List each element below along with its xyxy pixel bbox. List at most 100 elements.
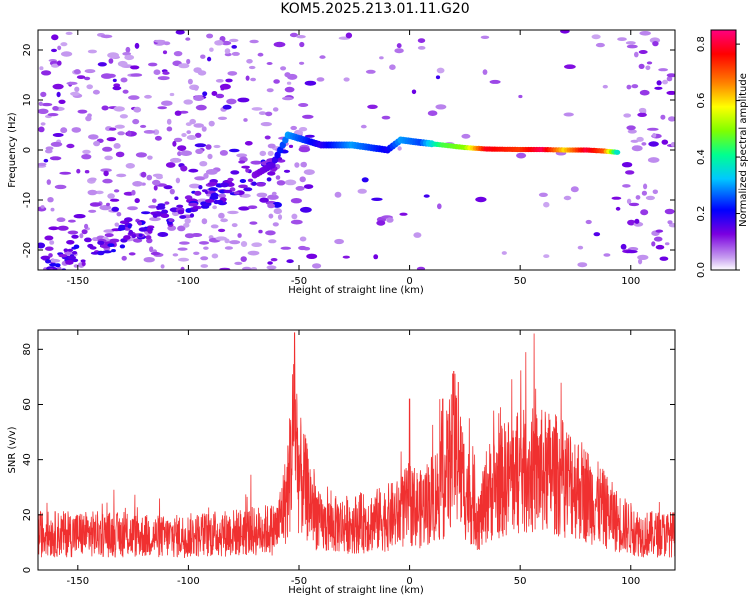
spectrogram-cell	[591, 34, 601, 40]
spectrogram-cell	[215, 236, 227, 241]
spectrogram-cell	[120, 77, 128, 83]
spectrogram-cell	[112, 78, 117, 83]
spectrogram-cell	[52, 133, 64, 137]
spectrogram-cell	[634, 51, 639, 58]
spectrogram-cell	[563, 112, 574, 117]
spectrogram-cell	[267, 171, 276, 176]
spectrogram-cell	[185, 208, 191, 213]
spectrogram-cell	[289, 32, 299, 38]
spectrogram-cell	[185, 37, 191, 41]
spectrogram-cell	[647, 157, 660, 163]
spectrogram-cell	[52, 106, 59, 111]
spectrogram-ridge	[251, 131, 621, 179]
spectrogram-cell	[160, 213, 170, 218]
spectrogram-cell	[88, 134, 99, 140]
spectrogram-cell	[179, 241, 190, 245]
spectrogram-cell	[50, 207, 55, 212]
spectrogram-cell	[67, 248, 74, 252]
spectrogram-cell	[131, 234, 137, 239]
spectrogram-cell	[258, 111, 267, 115]
spectrogram-cell	[345, 32, 353, 39]
spectrogram-cell	[134, 198, 140, 204]
spectrogram-cell	[97, 250, 105, 256]
spectrogram-cell	[229, 148, 240, 153]
spectrogram-cell	[652, 41, 659, 47]
spectrogram-cell	[304, 80, 317, 86]
spectrogram-cell	[284, 86, 295, 93]
spectrogram-cell	[203, 172, 209, 179]
spectrogram-cell	[501, 251, 507, 255]
spectrogram-cell	[179, 215, 187, 219]
spectrogram-cell	[156, 205, 166, 210]
spectrogram-cell	[256, 192, 268, 198]
spectrogram-cell	[626, 44, 638, 49]
spectrogram-cell	[248, 65, 256, 70]
spectrogram-cell	[38, 101, 43, 107]
spectrogram-cell	[152, 213, 158, 219]
spectrogram-cell	[73, 214, 86, 219]
spectrogram-cell	[109, 238, 120, 243]
spectrogram-cell	[627, 129, 637, 134]
spectrogram-cell	[49, 240, 55, 245]
spectrogram-cell	[240, 256, 247, 262]
spectrogram-cell	[102, 250, 112, 254]
spectrogram-cell	[87, 189, 98, 196]
spectrogram-cell	[230, 170, 240, 175]
spectrogram-cell	[130, 65, 140, 70]
spectrogram-cell	[128, 252, 136, 256]
colorbar-tick-label: 0.8	[696, 36, 707, 52]
spectrogram-cell	[570, 186, 579, 193]
spectrogram-cell	[68, 219, 76, 223]
spectrogram-cell	[103, 229, 115, 233]
spectrogram-cell	[49, 156, 62, 161]
spectrogram-cell	[132, 118, 140, 125]
spectrogram-cell	[114, 222, 120, 227]
spectrogram-cell	[623, 113, 632, 118]
snr-y-axis-label: SNR (v/v)	[7, 426, 18, 473]
spectrogram-cell	[666, 90, 675, 95]
spectrogram-y-ticks: -20 -10 0 10 20	[22, 44, 675, 258]
spectrogram-cell	[198, 185, 203, 190]
spectrogram-cell	[209, 47, 214, 52]
y-tick-label: 40	[22, 453, 33, 466]
spectrogram-cell	[411, 89, 417, 95]
spectrogram-cell	[208, 187, 218, 192]
spectrogram-cell	[436, 67, 445, 74]
spectrogram-cell	[244, 141, 253, 146]
spectrogram-cell	[95, 190, 104, 195]
spectrogram-cell	[166, 118, 172, 125]
spectrogram-cell	[290, 219, 303, 225]
spectrogram-cell	[631, 145, 643, 152]
spectrogram-cell	[74, 86, 80, 93]
spectrogram-cell	[40, 91, 47, 98]
spectrogram-cell	[223, 189, 233, 194]
spectrogram-cell	[123, 235, 131, 240]
spectrogram-cell	[250, 160, 262, 165]
spectrogram-cell	[291, 213, 298, 220]
spectrogram-cell	[518, 94, 523, 99]
spectrogram-cell	[625, 250, 638, 254]
x-tick-label: 100	[621, 276, 640, 287]
spectrogram-cell	[226, 98, 237, 105]
spectrogram-cell	[154, 39, 166, 43]
spectrogram-cell	[258, 229, 263, 234]
spectrogram-cell	[666, 76, 673, 82]
spectrogram-cell	[100, 168, 112, 172]
spectrogram-cell	[175, 177, 181, 184]
spectrogram-cell	[652, 189, 658, 195]
spectrogram-cell	[146, 174, 153, 181]
spectrogram-cell	[161, 100, 173, 106]
spectrogram-cell	[299, 61, 305, 65]
spectrogram-cell	[626, 125, 636, 131]
spectrogram-cell	[152, 198, 157, 203]
spectrogram-cell	[163, 41, 171, 46]
spectrogram-cell	[227, 71, 238, 76]
spectrogram-cell	[625, 170, 635, 175]
spectrogram-cell	[250, 267, 257, 270]
spectrogram-cell	[47, 113, 59, 117]
spectrogram-cell	[343, 77, 350, 82]
spectrogram-cell	[127, 206, 138, 211]
spectrogram-cell	[51, 34, 59, 41]
spectrogram-cell	[153, 69, 161, 75]
spectrogram-cell	[298, 245, 307, 251]
